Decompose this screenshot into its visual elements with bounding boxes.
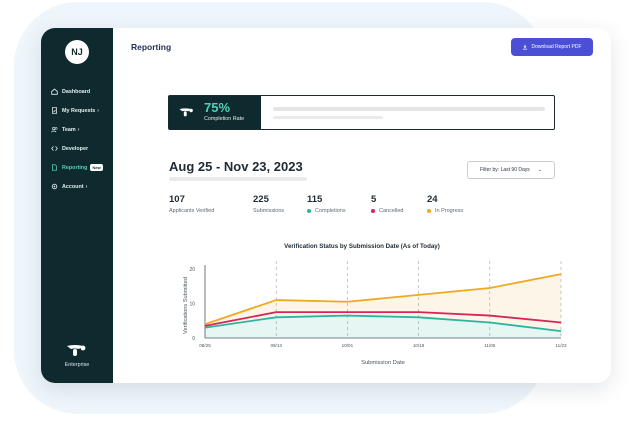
stat-in-progress: 24 In Progress <box>427 194 463 214</box>
stat-value: 107 <box>169 194 185 205</box>
date-range-heading: Aug 25 - Nov 23, 2023 <box>169 159 303 174</box>
series-line-completions <box>204 314 562 332</box>
download-report-label: Download Report PDF <box>531 44 582 50</box>
file-check-icon <box>51 107 58 114</box>
sidebar-item-label: Developer <box>62 145 89 152</box>
gear-icon <box>51 183 58 190</box>
document-icon <box>51 164 58 171</box>
home-icon <box>51 88 58 95</box>
x-tick-label: 08/25 <box>199 343 211 348</box>
users-icon <box>51 126 58 133</box>
line-chart: 0 10 20 08/25 09/13 10/01 10/19 11/05 11/23 Submi… <box>157 257 567 372</box>
code-icon <box>51 145 58 152</box>
stat-value: 225 <box>253 194 269 205</box>
placeholder-bar <box>169 177 307 181</box>
legend-dot <box>371 209 375 213</box>
stat-label: Cancelled <box>379 208 404 214</box>
filter-label: Filter by: Last 90 Days <box>480 167 530 173</box>
chevron-right-icon: › <box>85 183 88 190</box>
x-tick-label: 10/01 <box>342 343 354 348</box>
download-icon <box>523 44 528 50</box>
sidebar-item-dashboard[interactable]: Dashboard <box>41 82 113 101</box>
legend-dot <box>427 209 431 213</box>
y-tick-label: 0 <box>192 336 195 342</box>
stat-cancelled: 5 Cancelled <box>371 194 403 214</box>
chart-title: Verification Status by Submission Date (… <box>284 243 440 250</box>
area-fill-in-progress <box>205 274 561 332</box>
placeholder-bar <box>273 107 545 111</box>
x-tick-label: 10/19 <box>413 343 425 348</box>
stat-value: 115 <box>307 194 323 205</box>
stat-applicants-verified: 107 Applicants Verified <box>169 194 214 214</box>
stat-value: 5 <box>371 194 377 205</box>
completion-summary: 75% Completion Rate <box>169 96 261 129</box>
sidebar-item-account[interactable]: Account › <box>41 177 113 196</box>
completion-rate-label: Completion Rate <box>204 116 245 122</box>
sidebar-item-my-requests[interactable]: My Requests › <box>41 101 113 120</box>
sidebar-item-reporting[interactable]: Reporting New <box>41 158 113 177</box>
y-axis-title: Verifications Submitted <box>183 277 189 334</box>
sidebar-item-label: Account <box>62 183 84 190</box>
stat-label: Completions <box>315 208 346 214</box>
plan-label: Enterprise <box>64 362 90 368</box>
x-axis-title: Submission Date <box>361 360 405 366</box>
stat-completions: 115 Completions <box>307 194 346 214</box>
y-tick-label: 10 <box>189 302 195 308</box>
chevron-right-icon: › <box>77 126 80 133</box>
y-tick-label: 20 <box>189 267 195 273</box>
completion-banner: 75% Completion Rate <box>168 95 555 130</box>
x-tick-label: 11/05 <box>484 343 496 348</box>
completion-rate-value: 75% <box>204 100 231 115</box>
avatar[interactable]: NJ <box>65 40 89 64</box>
sidebar-item-label: Dashboard <box>62 88 91 95</box>
line-chart-svg: 0 10 20 08/25 09/13 10/01 10/19 11/05 11/23 Submi… <box>183 261 567 366</box>
sidebar-item-label: Team <box>62 126 76 133</box>
stat-submissions: 225 Submissions <box>253 194 284 214</box>
main-content: Reporting Download Report PDF 75% Comple… <box>113 28 611 383</box>
chevron-right-icon: › <box>97 107 99 114</box>
app-window: NJ Dashboard My Requests › Team › <box>41 28 611 383</box>
stat-label: In Progress <box>435 208 464 214</box>
stat-label: Applicants Verified <box>169 208 215 214</box>
sidebar-item-label: Reporting <box>62 164 88 171</box>
download-report-button[interactable]: Download Report PDF <box>511 38 593 56</box>
sidebar-item-label: My Requests <box>62 107 96 114</box>
filter-dropdown[interactable]: Filter by: Last 90 Days ⌄ <box>467 161 555 179</box>
series-line-in-progress <box>204 273 562 326</box>
brand-logo-icon <box>179 108 193 117</box>
series-line-cancelled <box>204 311 562 327</box>
legend-dot <box>307 209 311 213</box>
brand-logo-icon <box>67 345 86 356</box>
sidebar-item-team[interactable]: Team › <box>41 120 113 139</box>
placeholder-bar <box>273 116 383 119</box>
sidebar-nav: Dashboard My Requests › Team › <box>41 82 113 196</box>
sidebar-item-developer[interactable]: Developer <box>41 139 113 158</box>
sidebar: NJ Dashboard My Requests › Team › <box>41 28 113 383</box>
page-title: Reporting <box>131 42 172 52</box>
stat-label: Submissions <box>253 208 285 214</box>
new-badge: New <box>90 164 103 171</box>
stat-value: 24 <box>427 194 438 205</box>
x-tick-label: 11/23 <box>555 343 567 348</box>
x-tick-label: 09/13 <box>270 343 282 348</box>
chevron-down-icon: ⌄ <box>537 167 542 173</box>
